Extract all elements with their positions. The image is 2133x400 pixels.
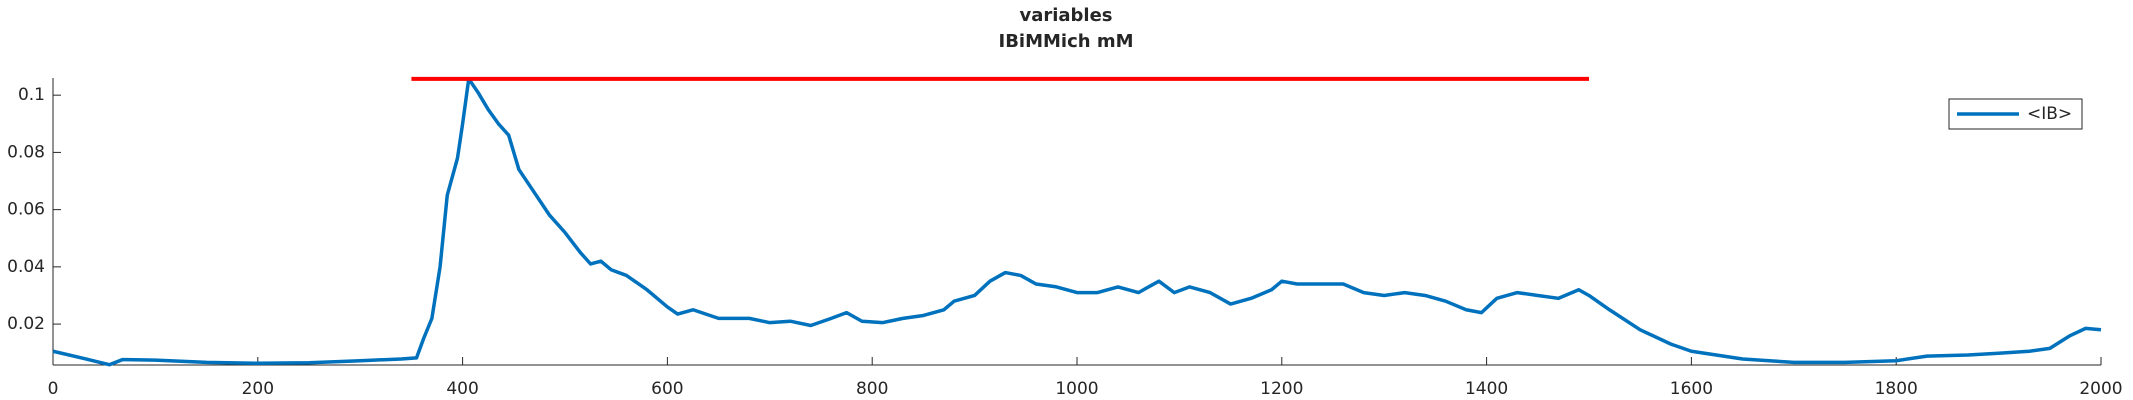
y-tick-label: 0.1 <box>18 85 45 105</box>
data-line <box>52 77 2102 367</box>
y-tick-label: 0.08 <box>7 142 45 162</box>
x-tick-label: 1800 <box>1875 379 1918 399</box>
x-tick-label: 600 <box>651 379 683 399</box>
x-tick-label: 1000 <box>1055 379 1098 399</box>
y-tick-label: 0.04 <box>7 257 45 277</box>
x-tick-label: 1400 <box>1465 379 1508 399</box>
y-tick-label: 0.02 <box>7 314 45 334</box>
x-tick-label: 1600 <box>1670 379 1713 399</box>
legend-label: <IB> <box>2027 104 2072 124</box>
y-tick-label: 0.06 <box>7 200 45 220</box>
x-tick-label: 2000 <box>2079 379 2122 399</box>
x-tick-label: 0 <box>48 379 59 399</box>
x-tick-label: 1200 <box>1260 379 1303 399</box>
x-tick-label: 400 <box>446 379 478 399</box>
chart-subtitle: IBiMMich mM <box>999 31 1134 52</box>
x-tick-label: 800 <box>856 379 888 399</box>
chart-title: variables <box>1019 5 1112 26</box>
x-tick-label: 200 <box>242 379 274 399</box>
